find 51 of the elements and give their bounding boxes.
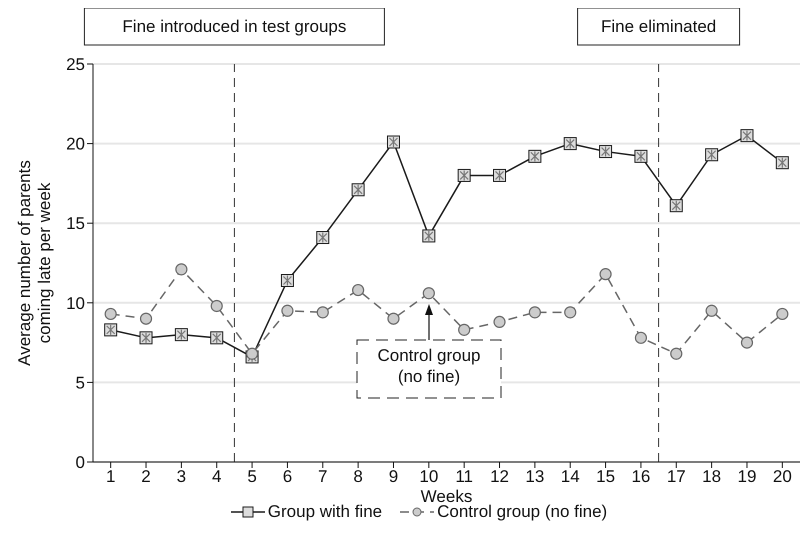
y-tick-label: 25	[66, 55, 85, 74]
y-tick-label: 20	[66, 134, 85, 154]
x-tick-label: 18	[702, 467, 722, 486]
x-tick-label: 2	[141, 467, 151, 486]
x-tick-label: 4	[212, 467, 222, 486]
point	[706, 304, 718, 317]
ref-line-label: Fine introduced in test groups	[122, 17, 346, 36]
point	[634, 332, 648, 344]
x-tick-label: 1	[106, 467, 116, 486]
x-tick-label: 14	[560, 467, 580, 486]
point	[140, 312, 152, 325]
point	[776, 308, 788, 320]
legend-label: Group with fine	[266, 502, 382, 522]
point	[246, 348, 258, 360]
x-tick-label: 9	[388, 467, 398, 486]
point	[599, 268, 612, 280]
y-axis-title: Average number of parents coming late per week	[15, 160, 54, 366]
point	[104, 308, 117, 320]
point	[316, 306, 329, 318]
point	[670, 348, 682, 360]
x-tick-label: 7	[318, 467, 328, 486]
point	[352, 284, 364, 296]
y-tick-label: 0	[76, 453, 85, 472]
x-tick-label: 6	[282, 467, 292, 486]
x-tick-label: 8	[353, 467, 363, 486]
x-tick-label: 17	[666, 467, 686, 486]
point	[422, 287, 435, 300]
x-tick-label: 5	[247, 467, 257, 486]
x-tick-label: 16	[631, 467, 650, 486]
x-tick-label: 13	[525, 467, 544, 486]
annotation: Control group (no fine)	[376, 345, 482, 387]
point	[281, 304, 294, 317]
point	[740, 336, 754, 349]
x-tick-label: 3	[176, 467, 186, 486]
point	[210, 300, 223, 312]
point	[175, 263, 188, 276]
ref-line-label: Fine eliminated	[600, 17, 716, 36]
x-tick-label: 11	[455, 467, 474, 486]
point	[493, 316, 506, 328]
point	[528, 306, 541, 318]
point	[458, 324, 470, 336]
x-tick-label: 12	[490, 467, 509, 486]
x-tick-label: 20	[772, 467, 792, 486]
y-tick-label: 5	[76, 373, 85, 392]
x-tick-label: 10	[419, 467, 438, 486]
y-tick-label: 10	[66, 294, 85, 313]
y-tick-label: 15	[66, 214, 85, 234]
x-tick-label: 19	[738, 467, 756, 486]
x-tick-label: 15	[596, 467, 616, 486]
point	[387, 312, 400, 325]
point	[564, 306, 576, 318]
